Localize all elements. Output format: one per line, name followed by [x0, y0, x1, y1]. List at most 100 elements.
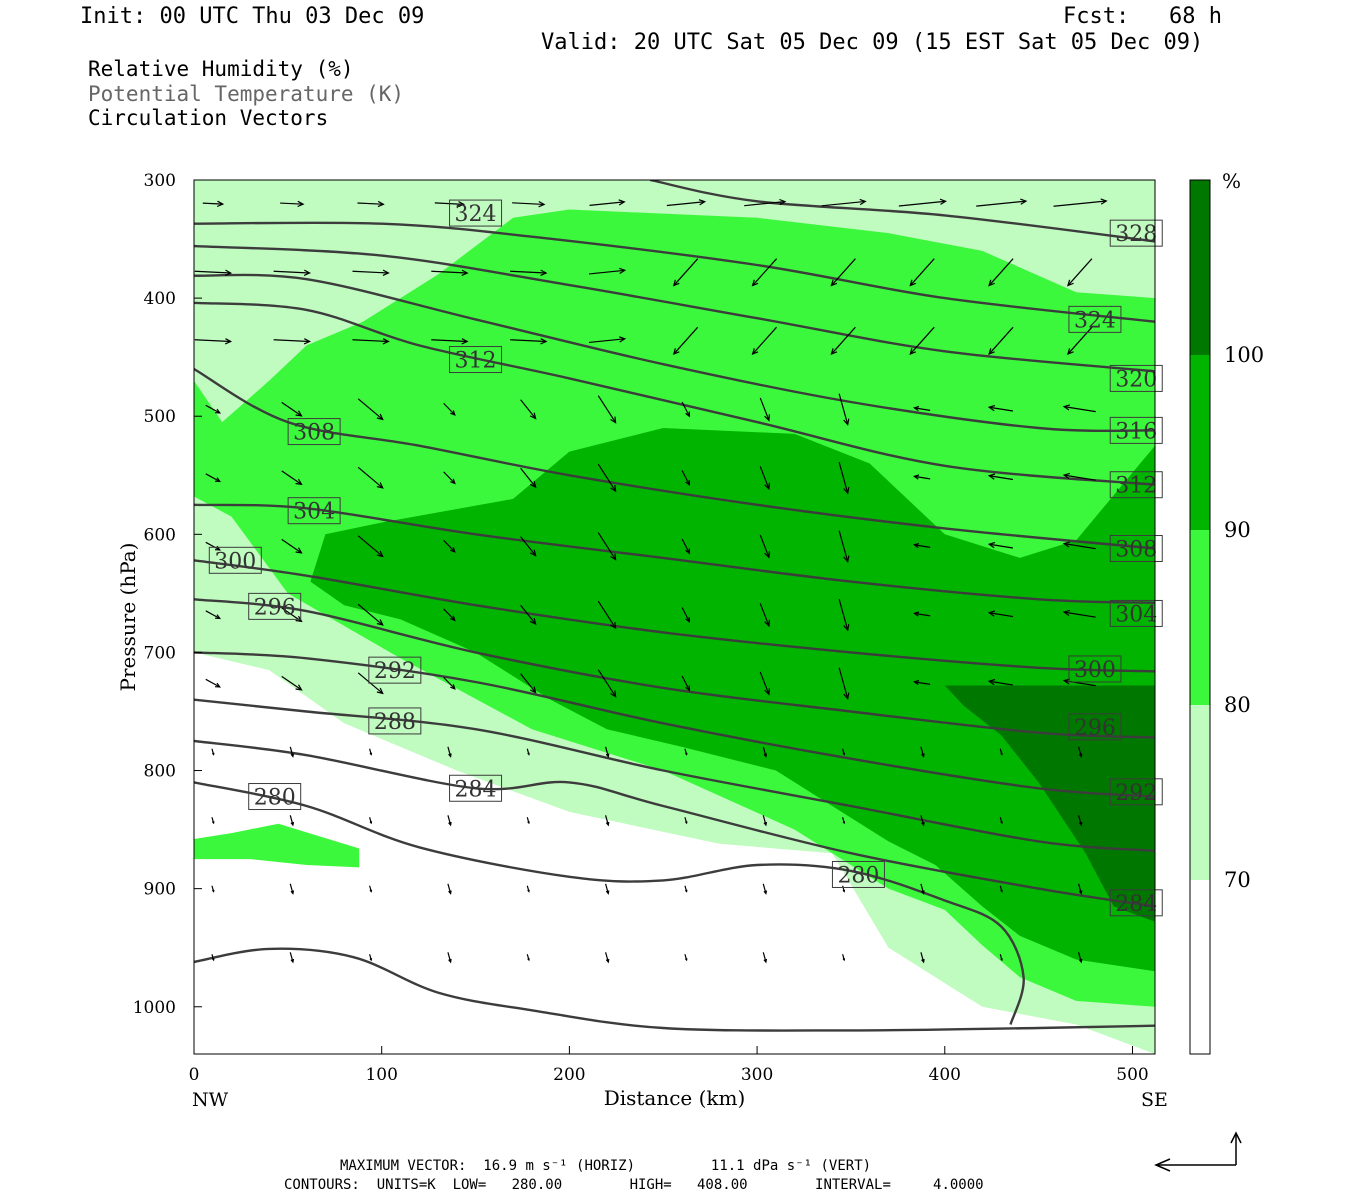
circulation-vector: [762, 883, 768, 895]
svg-text:312: 312: [455, 349, 497, 374]
circulation-vector: [1062, 472, 1096, 481]
circulation-vector: [289, 815, 295, 827]
theta-contour-320-3: [194, 244, 1155, 373]
contour-label-308-7: 308: [287, 418, 341, 446]
colorbar-segment-70: [1190, 705, 1210, 880]
svg-text:324: 324: [455, 202, 497, 227]
circulation-vector: [666, 199, 707, 207]
circulation-vector: [830, 258, 856, 287]
circulation-vector: [920, 952, 925, 964]
circulation-vector: [589, 199, 626, 206]
contour-label-300-12: 300: [1068, 655, 1122, 683]
forecast-hour: Fcst: 68 h: [1063, 4, 1222, 29]
circulation-vector: [987, 678, 1014, 686]
circulation-vector: [762, 952, 768, 964]
circulation-vector: [597, 463, 617, 493]
svg-text:292: 292: [374, 659, 416, 684]
circulation-vector: [681, 607, 691, 624]
circulation-vector: [597, 395, 617, 424]
circulation-vector: [588, 267, 627, 275]
svg-text:312: 312: [1115, 474, 1157, 499]
svg-text:308: 308: [1115, 537, 1157, 562]
circulation-vector: [913, 679, 931, 686]
circulation-vector: [369, 885, 373, 893]
circulation-vector: [909, 326, 935, 356]
x-tick-label: 200: [553, 1065, 585, 1085]
rh-region-100-4: [944, 685, 1155, 922]
circulation-vector: [597, 532, 617, 561]
footer-max-vector: MAXIMUM VECTOR: 16.9 m s⁻¹ (HORIZ) 11.1 …: [340, 1158, 871, 1174]
circulation-vector: [684, 817, 688, 825]
circulation-vector: [289, 952, 295, 964]
y-tick-label: 800: [144, 762, 176, 782]
y-tick-label: 600: [144, 525, 176, 545]
circulation-vector: [759, 397, 770, 422]
theta-contour-288-17: [194, 698, 1155, 853]
theta-contour-304-9: [194, 503, 1155, 604]
circulation-vector: [999, 954, 1003, 962]
circulation-vector: [681, 470, 691, 487]
circulation-vector: [821, 198, 867, 207]
nw-label: NW: [192, 1089, 229, 1111]
max-vector-horiz-unit: m s⁻¹ (HORIZ): [525, 1158, 636, 1174]
svg-text:288: 288: [374, 710, 416, 735]
circulation-vector: [526, 885, 530, 893]
circulation-vector: [920, 746, 925, 758]
circulation-vector: [838, 393, 850, 426]
circulation-vector: [443, 402, 456, 416]
y-tick-label: 900: [144, 880, 176, 900]
circulation-vector: [920, 815, 925, 827]
circulation-vector: [205, 610, 222, 620]
circulation-vector: [510, 338, 548, 345]
circulation-vector: [1078, 815, 1083, 827]
circulation-vector: [681, 675, 691, 692]
y-tick-label: 300: [144, 171, 176, 191]
y-tick-label: 1000: [133, 998, 176, 1018]
circulation-vector: [520, 399, 537, 420]
init-time: Init: 00 UTC Thu 03 Dec 09: [80, 4, 425, 29]
circulation-vector: [987, 541, 1014, 549]
circulation-vector: [672, 326, 699, 356]
circulation-vector: [526, 748, 530, 756]
circulation-vector: [352, 338, 390, 345]
circulation-vector: [842, 817, 846, 825]
circulation-vector: [1066, 326, 1093, 356]
contour-label-324-1: 324: [449, 199, 503, 227]
svg-text:304: 304: [1115, 602, 1157, 627]
circulation-vector: [357, 535, 384, 558]
circulation-vector: [1053, 198, 1108, 207]
circulation-vector: [369, 954, 373, 962]
vector-layer: [194, 198, 1108, 964]
theta-contour-312-5: [194, 301, 1155, 486]
circulation-vector: [762, 815, 768, 827]
contour-label-284-19: 284: [1109, 889, 1163, 917]
colorbar-segment-100: [1190, 180, 1210, 355]
circulation-vector: [510, 269, 548, 276]
circulation-vector: [211, 748, 215, 756]
circulation-vector: [913, 474, 931, 480]
colorbar-level-90: 90: [1224, 518, 1251, 542]
theta-contour-280-20: [194, 781, 1025, 1025]
circulation-vector: [684, 885, 688, 893]
circulation-vector: [681, 401, 691, 418]
circulation-vector: [443, 471, 456, 485]
circulation-vector: [205, 473, 222, 483]
svg-text:280: 280: [254, 786, 296, 811]
circulation-vector: [842, 885, 846, 893]
svg-text:296: 296: [254, 595, 296, 620]
svg-text:304: 304: [293, 500, 335, 525]
circulation-vector: [1078, 952, 1083, 964]
circulation-vector: [357, 603, 384, 626]
circulation-vector: [1066, 258, 1093, 287]
contour-label-288-17: 288: [368, 707, 422, 735]
theta-contour-284-18: [194, 739, 1155, 908]
circulation-vector: [369, 817, 373, 825]
circulation-vector: [289, 883, 295, 895]
circulation-vector: [988, 258, 1014, 287]
circulation-vector: [913, 611, 931, 617]
contour-label-284-18: 284: [449, 774, 503, 802]
x-tick-label: 100: [365, 1065, 397, 1085]
x-tick-label: 500: [1116, 1065, 1148, 1085]
reference-vector-icon: [1154, 1131, 1242, 1172]
